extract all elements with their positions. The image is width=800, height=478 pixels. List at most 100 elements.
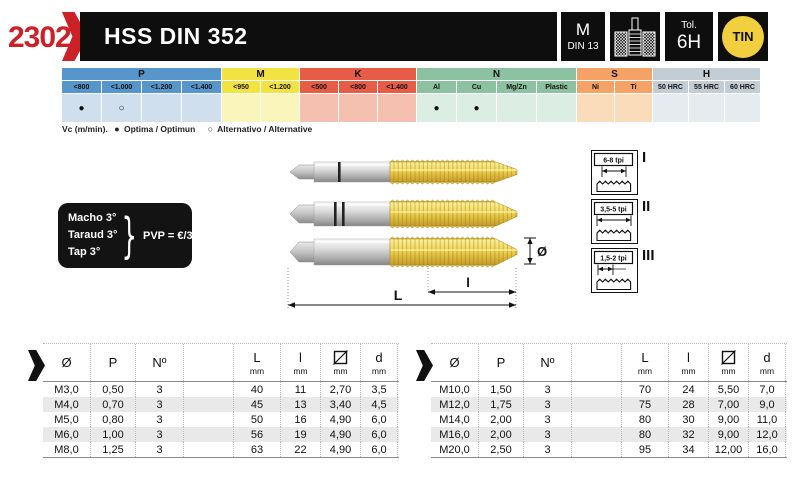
- chamfer-diagrams: 6-8 tpi I 3,5-5 tpi II 1,5-2 tpi III: [591, 149, 655, 297]
- spec-cell-pitch: 1,00: [90, 427, 135, 442]
- tap-image: [289, 199, 518, 229]
- offer-line-en: Tap 3°: [68, 246, 101, 259]
- spec-cell-number: 3: [523, 412, 571, 427]
- chamfer-sketch: 3,5-5 tpi: [593, 201, 634, 242]
- spec-cell-thread_length: 24: [668, 382, 708, 397]
- application-subheader: Ni: [577, 81, 615, 94]
- tap-in-hole-icon: [614, 17, 656, 56]
- spec-cell-gap: [183, 442, 233, 457]
- product-code: 2302: [8, 21, 72, 54]
- spec-cell-number: 3: [523, 442, 571, 457]
- spec-cell-number: 3: [135, 397, 183, 412]
- application-mark-cell: [653, 94, 689, 122]
- spec-cell-overall_length: 75: [621, 397, 668, 412]
- application-group-N: N Al Cu Mg/Zn Plastic ● ●: [417, 68, 577, 122]
- spec-cell-thread_length: 34: [668, 442, 708, 457]
- spec-col-header-number: Nº: [135, 344, 183, 381]
- spec-cell-thread_length: 30: [668, 412, 708, 427]
- application-subheader: 55 HRC: [689, 81, 725, 94]
- spec-cell-number: 3: [523, 382, 571, 397]
- spec-cell-shank_diameter: 16,0: [748, 442, 786, 457]
- diameter-label: Ø: [537, 244, 547, 259]
- spec-cell-thread_length: 11: [280, 382, 320, 397]
- chamfer-numeral: I: [642, 149, 647, 166]
- tap-images: [289, 159, 518, 268]
- spec-cell-thread_length: 19: [280, 427, 320, 442]
- spec-cell-gap: [571, 397, 621, 412]
- spec-cell-number: 3: [523, 397, 571, 412]
- application-mark-cell: ○: [102, 94, 142, 122]
- application-subheader: <800: [62, 81, 102, 94]
- application-group-P: P <800 <1.000 <1.200 <1.400 ● ○: [62, 68, 222, 122]
- application-mark-cell: [497, 94, 537, 122]
- square-drive-icon: [721, 349, 736, 365]
- application-subheader: 60 HRC: [725, 81, 761, 94]
- spec-col-header-square_width: mm: [708, 344, 748, 381]
- spec-cell-overall_length: 80: [621, 427, 668, 442]
- spec-cell-square_width: 4,90: [320, 442, 360, 457]
- spec-row: M14,0 2,00 3 80 30 9,00 11,0: [431, 412, 787, 427]
- spec-cell-diameter: M16,0: [439, 428, 470, 441]
- spec-cell-shank_diameter: 9,0: [748, 397, 786, 412]
- spec-cell-number: 3: [135, 427, 183, 442]
- spec-cell-shank_diameter: 7,0: [748, 382, 786, 397]
- chamfer-numeral: II: [642, 198, 651, 215]
- spec-col-header-gap: [571, 344, 621, 381]
- application-mark-cell: ●: [417, 94, 457, 122]
- spec-cell-shank_diameter: 3,5: [360, 382, 398, 397]
- spec-cell-gap: [571, 382, 621, 397]
- application-subheader: <1.000: [102, 81, 142, 94]
- tap-application-box: [610, 12, 660, 61]
- thread-norm: DIN 13: [567, 40, 599, 52]
- offer-line-fr: Taraud 3°: [68, 228, 118, 241]
- application-subheader: Plastic: [537, 81, 577, 94]
- application-mark-cell: ●: [62, 94, 102, 122]
- spec-cell-pitch: 0,80: [90, 412, 135, 427]
- spec-row: M12,0 1,75 3 75 28 7,00 9,0: [431, 397, 787, 412]
- application-mark-cell: ●: [457, 94, 497, 122]
- chamfer-box-II: 3,5-5 tpi II: [591, 198, 650, 244]
- chamfer-box-I: 6-8 tpi I: [591, 149, 646, 195]
- legend-alternative: Alternativo / Alternative: [217, 124, 313, 134]
- spec-cell-overall_length: 50: [233, 412, 280, 427]
- tap-image: [289, 236, 518, 268]
- spec-cell-shank_diameter: 4,5: [360, 397, 398, 412]
- application-group-H: H 50 HRC 55 HRC 60 HRC: [653, 68, 761, 122]
- application-group-header: K: [300, 68, 417, 81]
- spec-cell-diameter: M6,0: [54, 428, 79, 441]
- coating-box: TIN: [718, 12, 768, 61]
- application-mark-cell: [577, 94, 615, 122]
- spec-cell-square_width: 9,00: [708, 427, 748, 442]
- application-mark-cell: [378, 94, 417, 122]
- spec-cell-square_width: 4,90: [320, 427, 360, 442]
- tolerance-label: Tol.: [681, 20, 697, 32]
- spec-cell-diameter: M3,0: [54, 383, 79, 396]
- application-group-header: P: [62, 68, 222, 81]
- chamfer-sketch: 6-8 tpi: [593, 152, 634, 193]
- spec-col-header-pitch: P: [478, 344, 523, 381]
- chamfer-box-III: 1,5-2 tpi III: [591, 247, 655, 293]
- spec-cell-pitch: 1,75: [478, 397, 523, 412]
- application-subheader: <500: [300, 81, 339, 94]
- spec-cell-diameter: M14,0: [439, 413, 470, 426]
- spec-row: M16,0 2,00 3 80 32 9,00 12,0: [431, 427, 787, 442]
- spec-cell-number: 3: [135, 382, 183, 397]
- spec-cell-gap: [571, 427, 621, 442]
- application-subheader: <1.200: [142, 81, 182, 94]
- title-bar: HSS DIN 352: [80, 12, 557, 61]
- application-mark-cell: [142, 94, 182, 122]
- filled-dot-icon: ●: [114, 124, 120, 134]
- chamfer-numeral: III: [642, 247, 655, 264]
- spec-cell-gap: [571, 412, 621, 427]
- application-mark-cell: [689, 94, 725, 122]
- spec-cell-overall_length: 70: [621, 382, 668, 397]
- thread-length-label: l: [466, 275, 470, 290]
- open-dot-icon: ○: [207, 124, 214, 134]
- application-subheader: 50 HRC: [653, 81, 689, 94]
